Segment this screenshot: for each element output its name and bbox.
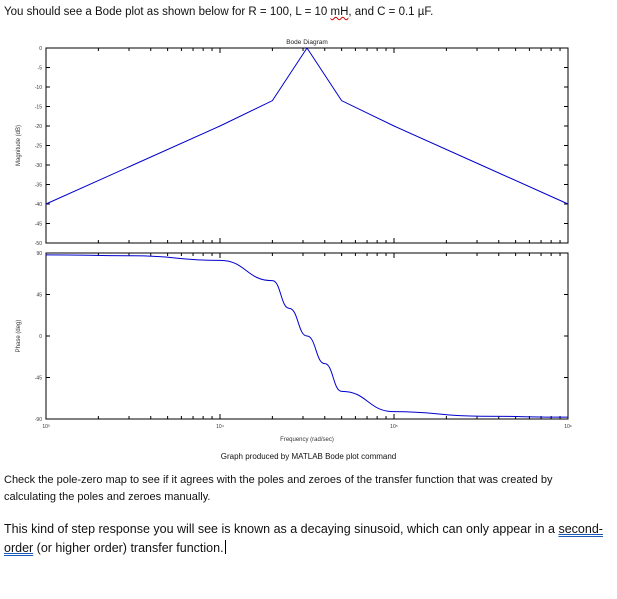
x-tick-label: 10³	[42, 424, 50, 430]
y-tick-label: -15	[35, 105, 42, 111]
bode-figure: 0 -5 -10 -15 -20 -25 -30 -35 -40 -45 -50 Magnitude …	[0, 28, 617, 468]
y-tick-label: 45	[36, 293, 42, 299]
y-tick-label: 0	[39, 334, 42, 340]
series-line-1	[45, 47, 569, 205]
bode-plot-svg: 0 -5 -10 -15 -20 -25 -30 -35 -40 -45 -50 Magnitude …	[16, 39, 572, 443]
plot-frame-1	[45, 47, 569, 244]
y-tick-label: -5	[38, 66, 43, 72]
y-tick-label: -25	[35, 144, 42, 150]
y-tick-label: -35	[35, 183, 42, 189]
y-tick-label: -45	[35, 222, 42, 228]
y-tick-label: -50	[35, 241, 42, 247]
series-line-2	[45, 254, 569, 418]
y-tick-label: -10	[35, 85, 42, 91]
y-tick-label: -40	[35, 202, 42, 208]
intro-unit-mh: mH	[330, 6, 349, 18]
y-axis-label-1: Magnitude (dB)	[16, 125, 22, 166]
chart-title: Bode Diagram	[286, 39, 328, 46]
paragraph-pole-zero: Check the pole-zero map to see if it agr…	[4, 474, 553, 503]
y-axis-label-2: Phase (deg)	[16, 320, 22, 353]
para2-text-c: (or higher order) transfer function.	[33, 541, 224, 555]
figure-caption: Graph produced by MATLAB Bode plot comma…	[220, 452, 397, 461]
y-tick-label: 0	[39, 46, 42, 52]
x-axis-label: Frequency (rad/sec)	[280, 437, 334, 443]
y-tick-label: -90	[35, 417, 42, 423]
intro-suffix: , and C = 0.1 µF.	[348, 6, 434, 18]
para2-second-order: second-order	[4, 522, 603, 555]
x-tick-label: 10⁴	[216, 424, 224, 430]
y-tick-label: -20	[35, 124, 42, 130]
y-tick-label: 90	[36, 251, 42, 257]
para2-text-a: This kind of step response you will see …	[4, 522, 559, 536]
x-tick-label: 10⁵	[390, 424, 398, 430]
paragraph-decaying-sinusoid: This kind of step response you will see …	[4, 520, 604, 558]
intro-prefix: You should see a Bode plot as shown belo…	[4, 6, 331, 18]
x-tick-label: 10⁶	[564, 424, 572, 430]
y-tick-label: -45	[35, 376, 42, 382]
y-tick-label: -30	[35, 163, 42, 169]
intro-text: You should see a Bode plot as shown belo…	[4, 6, 433, 18]
text-cursor	[224, 540, 226, 554]
